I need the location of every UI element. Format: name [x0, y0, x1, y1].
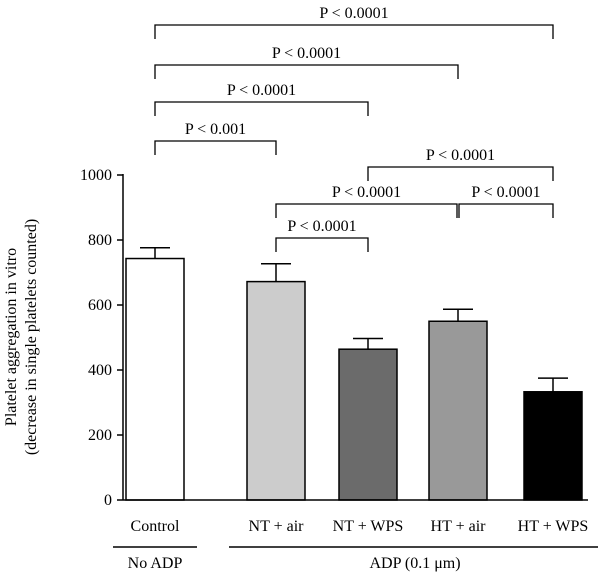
y-tick-label: 1000: [80, 167, 112, 184]
significance-label: P < 0.0001: [332, 184, 401, 201]
y-tick-label: 200: [88, 427, 112, 444]
group-labels: No ADP ADP (0.1 μm): [113, 546, 598, 572]
significance-brackets: P < 0.0001 P < 0.0001 P < 0.0001 P < 0.001 P…: [154, 5, 554, 252]
y-axis-label-line1: Platelet aggregation in vitro: [3, 248, 20, 426]
y-tick-label: 400: [88, 362, 112, 379]
y-tick-label: 800: [88, 232, 112, 249]
error-bars: [140, 247, 568, 392]
significance-label: P < 0.0001: [426, 147, 495, 164]
x-tick-label: NT + air: [249, 518, 305, 535]
bar: [523, 391, 583, 501]
x-tick-label: HT + WPS: [518, 518, 589, 535]
significance-bracket: [458, 203, 554, 218]
significance-label: P < 0.0001: [471, 184, 540, 201]
bar: [338, 348, 398, 501]
x-tick-label: HT + air: [431, 518, 487, 535]
y-tick-label: 600: [88, 297, 112, 314]
bar: [125, 257, 185, 501]
bars: [125, 257, 583, 501]
significance-bracket: [275, 237, 369, 252]
x-tick-label: NT + WPS: [333, 518, 404, 535]
significance-label: P < 0.001: [185, 121, 246, 138]
significance-bracket: [154, 24, 554, 39]
significance-bracket: [367, 166, 554, 181]
bar: [428, 320, 488, 501]
x-axis: Control NT + air NT + WPS HT + air HT + WPS: [123, 499, 589, 535]
group-label: ADP (0.1 μm): [369, 555, 460, 572]
significance-bracket: [275, 203, 458, 218]
y-axis: 0 200 400 600 800 1000: [80, 167, 124, 509]
significance-bracket: [154, 101, 369, 116]
significance-bracket: [154, 140, 277, 155]
significance-label: P < 0.0001: [287, 218, 356, 235]
significance-label: P < 0.0001: [227, 82, 296, 99]
y-axis-label: Platelet aggregation in vitro (decrease …: [3, 219, 40, 455]
significance-label: P < 0.0001: [319, 5, 388, 22]
y-tick-label: 0: [104, 492, 112, 509]
significance-bracket: [154, 64, 459, 79]
group-label: No ADP: [128, 555, 183, 572]
y-axis-label-line2: (decrease in single platelets counted): [23, 219, 40, 455]
significance-label: P < 0.0001: [272, 45, 341, 62]
bar: [246, 280, 306, 501]
x-tick-label: Control: [131, 518, 180, 535]
